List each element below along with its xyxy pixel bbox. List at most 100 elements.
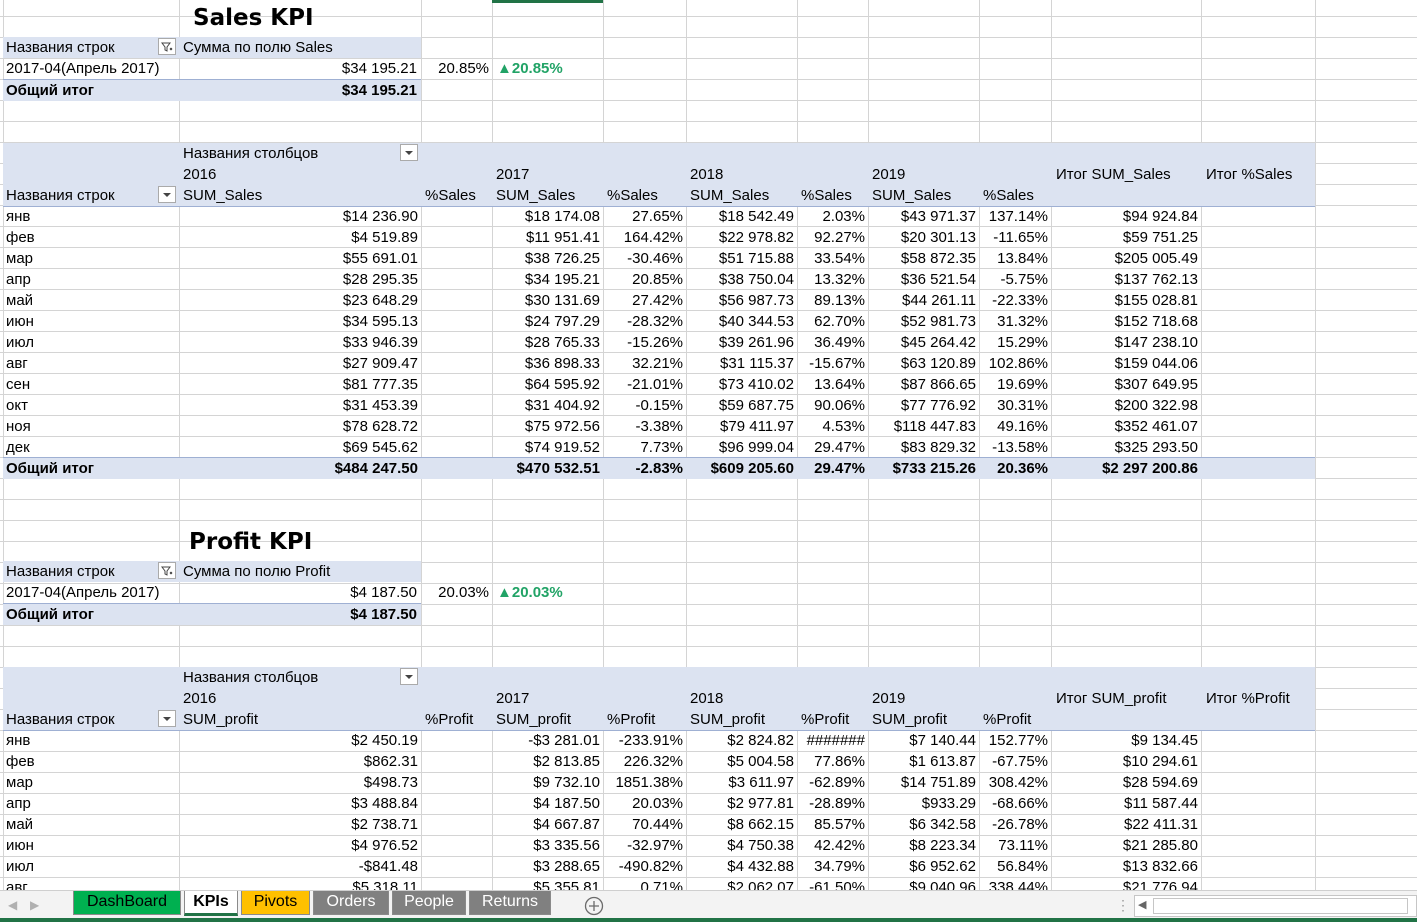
pivot-cell: 13.84% xyxy=(997,250,1048,267)
grid-line xyxy=(0,352,1417,353)
grid-line xyxy=(0,541,1417,542)
pivot-cell: $5 318.11 xyxy=(352,879,418,890)
pivot-cell: $22 411.31 xyxy=(1124,816,1198,833)
pivot-cell: $8 223.34 xyxy=(909,837,976,854)
profit-kpi-row-label: 2017-04(Апрель 2017) xyxy=(6,584,160,601)
pivot-cell: $5 004.58 xyxy=(727,753,794,770)
plus-circle-icon[interactable] xyxy=(584,896,604,916)
grid-line xyxy=(0,310,1417,311)
grid-line xyxy=(421,0,422,890)
dropdown-icon[interactable] xyxy=(158,186,176,203)
pivot-cell: $87 866.65 xyxy=(900,376,976,393)
profit-kpi-rows-header: Названия строк xyxy=(6,563,115,580)
sheet-tab-orders[interactable]: Orders xyxy=(313,891,389,915)
profit-kpi-trend: ▲20.03% xyxy=(497,584,563,601)
pivot-total-cell: $733 215.26 xyxy=(892,460,976,477)
pivot-cell: $862.31 xyxy=(363,753,418,770)
filter-icon[interactable] xyxy=(158,38,176,55)
pivot-total-cell: $2 297 200.86 xyxy=(1102,460,1198,477)
sheet-tab-people[interactable]: People xyxy=(392,891,466,915)
pivot-cell: 49.16% xyxy=(997,418,1048,435)
pivot-row-label: июл xyxy=(6,334,35,351)
grid-line xyxy=(0,289,1417,290)
pivot-cell: -3.38% xyxy=(635,418,683,435)
grid-line xyxy=(179,0,180,890)
grid-line xyxy=(1051,0,1052,890)
pivot-cell: $39 261.96 xyxy=(718,334,794,351)
pivot-row-label: июн xyxy=(6,313,34,330)
pivot-row-label: фев xyxy=(6,753,35,770)
pivot-cell: -0.15% xyxy=(635,397,683,414)
pivot-cell: 34.79% xyxy=(814,858,865,875)
pivot-cell: $33 946.39 xyxy=(342,334,418,351)
pivot-cell: $36 898.33 xyxy=(524,355,600,372)
grid-line xyxy=(0,583,1417,584)
horizontal-scrollbar[interactable]: ◀ xyxy=(1134,895,1417,917)
pivot-cell: $9 732.10 xyxy=(533,774,600,791)
pivot-cell: 77.86% xyxy=(814,753,865,770)
pivot-total-cell: $609 205.60 xyxy=(710,460,794,477)
pivot-cell: $38 726.25 xyxy=(524,250,600,267)
pivot-cell: $59 751.25 xyxy=(1122,229,1198,246)
chevron-right-icon[interactable]: ▶ xyxy=(30,898,40,912)
pivot-cell: -28.32% xyxy=(627,313,683,330)
pivot-cell: -11.65% xyxy=(993,229,1048,246)
sheet-tab-kpis[interactable]: KPIs xyxy=(184,891,238,916)
pivot-cell: 226.32% xyxy=(623,753,683,770)
pivot-cell: $3 335.56 xyxy=(533,837,600,854)
pivot-cell: $75 972.56 xyxy=(524,418,600,435)
pivot-row-label: янв xyxy=(6,732,31,749)
dropdown-icon[interactable] xyxy=(400,144,418,161)
pivot-cell: $1 613.87 xyxy=(909,753,976,770)
grid-line xyxy=(1315,0,1316,890)
pivot-total-border xyxy=(3,457,1315,458)
scroll-left-icon[interactable]: ◀ xyxy=(1138,899,1147,911)
pivot-row-label: авг xyxy=(6,355,28,372)
spreadsheet-grid[interactable]: Sales KPI Названия строк Сумма по полю S… xyxy=(0,0,1417,890)
pivot-cell: $24 797.29 xyxy=(524,313,600,330)
pivot-cell: $44 261.11 xyxy=(902,292,976,309)
pivot-cell: $28 594.69 xyxy=(1122,774,1198,791)
grid-line xyxy=(0,415,1417,416)
pivot-pct-label: %Sales xyxy=(607,187,658,204)
pivot-cell: $36 521.54 xyxy=(900,271,976,288)
scrollbar-thumb[interactable] xyxy=(1153,898,1408,914)
pivot-pct-label: %Profit xyxy=(607,711,656,728)
dropdown-icon[interactable] xyxy=(400,668,418,685)
dropdown-icon[interactable] xyxy=(158,710,176,727)
pivot-row-label: апр xyxy=(6,795,31,812)
sheet-tab-returns[interactable]: Returns xyxy=(469,891,551,915)
profit-kpi-pct: 20.03% xyxy=(438,584,489,601)
pivot-total-label: Общий итог xyxy=(6,460,94,477)
pivot-total-pct-header: Итог %Profit xyxy=(1206,690,1290,707)
pivot-sum-label: SUM_profit xyxy=(872,711,948,728)
pivot-cell: 152.77% xyxy=(988,732,1048,749)
pivot-cell: $9 134.45 xyxy=(1131,732,1198,749)
grid-line xyxy=(0,373,1417,374)
splitter-handle-icon[interactable]: ⋮ xyxy=(1116,897,1130,913)
pivot-cell: $4 187.50 xyxy=(533,795,600,812)
pivot-pct-label: %Profit xyxy=(983,711,1032,728)
pivot-cell: $77 776.92 xyxy=(900,397,976,414)
pivot-cell: 4.53% xyxy=(822,418,865,435)
pivot-row-label: фев xyxy=(6,229,35,246)
profit-kpi-value-header: Сумма по полю Profit xyxy=(183,563,331,580)
pivot-cell: $6 952.62 xyxy=(909,858,976,875)
grid-line xyxy=(0,499,1417,500)
chevron-left-icon[interactable]: ◀ xyxy=(8,898,18,912)
sales-kpi-total-label: Общий итог xyxy=(6,82,94,99)
pivot-year-header: 2017 xyxy=(496,166,530,183)
pivot-cell: $352 461.07 xyxy=(1114,418,1198,435)
pivot-cell: 31.32% xyxy=(997,313,1048,330)
profit-kpi-total-value: $4 187.50 xyxy=(350,606,417,623)
pivot-cell: 20.03% xyxy=(632,795,683,812)
grid-line xyxy=(0,625,1417,626)
sheet-tab-dashboard[interactable]: DashBoard xyxy=(73,891,181,915)
sheet-tab-pivots[interactable]: Pivots xyxy=(241,891,310,915)
grid-line xyxy=(0,562,1417,563)
filter-icon[interactable] xyxy=(158,562,176,579)
pivot-cell: -5.75% xyxy=(1000,271,1048,288)
pivot-cell: $8 662.15 xyxy=(727,816,794,833)
pivot-sum-label: SUM_profit xyxy=(690,711,766,728)
pivot-cell: $14 751.89 xyxy=(900,774,976,791)
